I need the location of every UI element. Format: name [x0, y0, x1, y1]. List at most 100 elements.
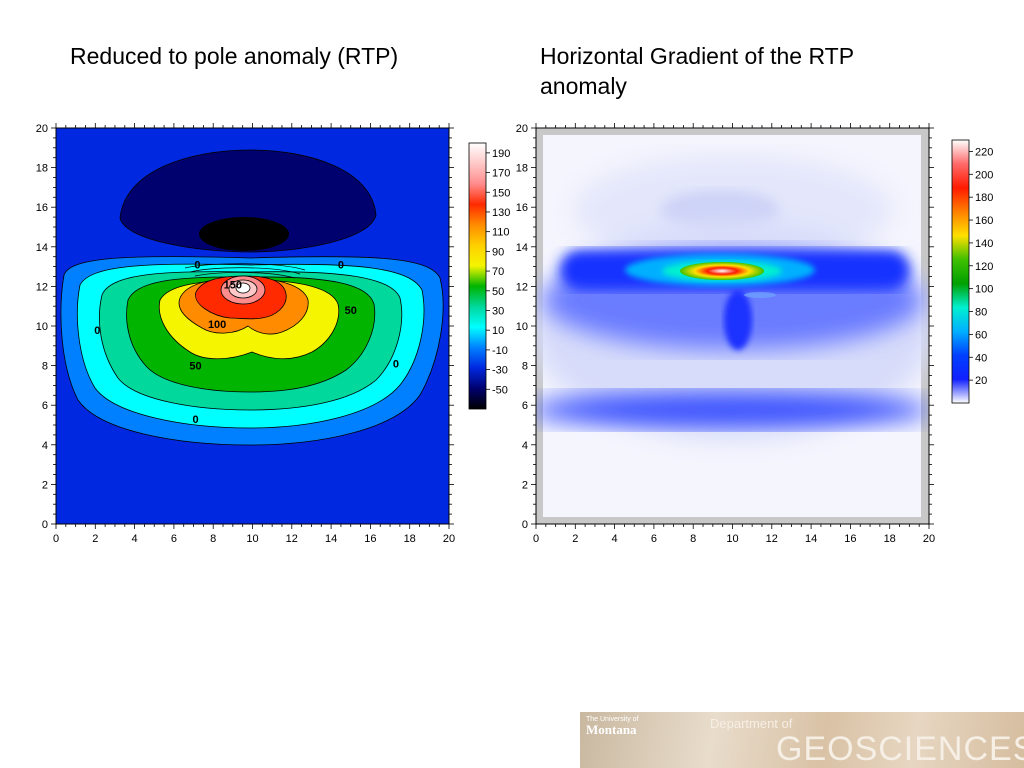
gradient-colorbar-label: 160 [975, 215, 993, 227]
gradient-x-tick-label: 6 [651, 533, 657, 545]
rtp-y-tick-label: 14 [36, 242, 48, 254]
rtp-x-tick-label: 8 [210, 533, 216, 545]
gradient-plot-area [536, 128, 929, 524]
geosciences-banner: The University of Montana Department of … [580, 712, 1024, 768]
rtp-contour-label: 0 [338, 260, 344, 272]
gradient-colorbar-label: 180 [975, 192, 993, 204]
gradient-colorbar-label: 140 [975, 238, 993, 250]
rtp-colorbar-label: 190 [492, 148, 510, 160]
rtp-y-tick-label: 2 [42, 479, 48, 491]
rtp-y-tick-label: 4 [42, 440, 48, 452]
rtp-y-tick-label: 0 [42, 519, 48, 531]
rtp-colorbar-label: 70 [492, 266, 504, 278]
rtp-colorbar-label: -30 [492, 365, 508, 377]
rtp-contour-label: 0 [393, 359, 399, 371]
rtp-contour-label: 0 [94, 325, 100, 337]
rtp-plot-area [56, 128, 449, 524]
gradient-colorbar-label: 20 [975, 375, 987, 387]
gradient-y-tick-label: 12 [516, 281, 528, 293]
rtp-colorbar-label: 150 [492, 187, 510, 199]
rtp-contour-labels: 0 0 0 0 0 50 50 100 150 [94, 260, 399, 426]
gradient-colorbar-label: 100 [975, 284, 993, 296]
rtp-x-tick-label: 2 [92, 533, 98, 545]
rtp-negative-lobe [119, 149, 377, 253]
gradient-peak [680, 262, 764, 280]
rtp-y-tick-label: 6 [42, 400, 48, 412]
rtp-x-tick-label: 20 [443, 533, 455, 545]
gradient-y-tick-label: 6 [522, 400, 528, 412]
gradient-x-tick-label: 0 [533, 533, 539, 545]
rtp-x-tick-label: 12 [286, 533, 298, 545]
rtp-axes: 0 2 4 6 8 10 12 14 16 18 20 0 2 4 6 8 10 12 14 16 18 20 [36, 123, 455, 545]
gradient-y-tick-label: 20 [516, 123, 528, 135]
rtp-colorbar-label: 170 [492, 168, 510, 180]
gradient-colorbar-label: 80 [975, 307, 987, 319]
rtp-x-tick-label: 14 [325, 533, 337, 545]
gradient-x-tick-label: 16 [844, 533, 856, 545]
rtp-colorbar-label: 90 [492, 246, 504, 258]
gradient-y-tick-label: 4 [522, 440, 528, 452]
gradient-y-tick-label: 0 [522, 519, 528, 531]
banner-university-small: The University of [586, 716, 639, 723]
rtp-colorbar-ticks: 190 170 150 130 110 90 70 50 30 10 -10 -30 -50 [486, 148, 510, 396]
gradient-y-tick-label: 8 [522, 361, 528, 373]
rtp-colorbar-label: 130 [492, 207, 510, 219]
rtp-x-tick-label: 6 [171, 533, 177, 545]
gradient-colorbar-label: 200 [975, 169, 993, 181]
rtp-colorbar-label: 50 [492, 286, 504, 298]
rtp-contour-label: 150 [224, 279, 242, 291]
right-chart-title: Horizontal Gradient of the RTP anomaly [540, 43, 854, 99]
rtp-colorbar-label: 10 [492, 325, 504, 337]
rtp-x-tick-label: 16 [364, 533, 376, 545]
gradient-axes: 0 2 4 6 8 10 12 14 16 18 20 0 2 4 6 8 10 12 14 16 18 20 [516, 123, 935, 545]
rtp-negative-core [199, 217, 289, 251]
gradient-colorbar-ticks: 220 200 180 160 140 120 100 80 60 40 20 [969, 146, 993, 387]
rtp-contour-label: 100 [208, 319, 226, 331]
gradient-colorbar-label: 40 [975, 352, 987, 364]
gradient-secondary [744, 292, 776, 298]
rtp-y-tick-label: 10 [36, 321, 48, 333]
gradient-x-tick-label: 14 [805, 533, 817, 545]
gradient-y-tick-label: 18 [516, 163, 528, 175]
banner-geosciences: GEOSCIENCES [776, 730, 1024, 768]
gradient-y-tick-label: 2 [522, 479, 528, 491]
gradient-x-tick-label: 8 [690, 533, 696, 545]
gradient-upper-lobe [660, 190, 780, 230]
gradient-x-tick-label: 4 [612, 533, 618, 545]
rtp-colorbar-label: 30 [492, 305, 504, 317]
gradient-x-tick-label: 18 [884, 533, 896, 545]
rtp-colorbar-label: -10 [492, 345, 508, 357]
gradient-y-tick-label: 14 [516, 242, 528, 254]
rtp-contour-190 [235, 282, 251, 294]
rtp-contour-label: 0 [194, 260, 200, 272]
gradient-y-tick-label: 10 [516, 321, 528, 333]
banner-department: Department of [710, 716, 793, 731]
gradient-x-tick-label: 10 [726, 533, 738, 545]
gradient-stem [724, 290, 752, 350]
rtp-x-tick-label: 0 [53, 533, 59, 545]
rtp-contour-label: 50 [189, 361, 201, 373]
rtp-y-tick-label: 18 [36, 163, 48, 175]
rtp-contour-label: 0 [192, 414, 198, 426]
rtp-y-tick-label: 16 [36, 202, 48, 214]
gradient-x-tick-label: 12 [766, 533, 778, 545]
rtp-y-tick-label: 12 [36, 281, 48, 293]
gradient-lower-band [536, 392, 929, 428]
rtp-x-tick-label: 10 [246, 533, 258, 545]
rtp-y-tick-label: 8 [42, 361, 48, 373]
rtp-colorbar [468, 142, 487, 410]
gradient-x-tick-label: 20 [923, 533, 935, 545]
rtp-x-tick-label: 18 [404, 533, 416, 545]
gradient-y-tick-label: 16 [516, 202, 528, 214]
gradient-colorbar-label: 120 [975, 261, 993, 273]
banner-university: Montana [586, 722, 637, 737]
gradient-x-tick-label: 2 [572, 533, 578, 545]
rtp-contour-label: 50 [345, 305, 357, 317]
left-chart-title: Reduced to pole anomaly (RTP) [70, 43, 399, 69]
gradient-colorbar-label: 220 [975, 146, 993, 158]
rtp-colorbar-label: -50 [492, 384, 508, 396]
gradient-colorbar-label: 60 [975, 329, 987, 341]
rtp-x-tick-label: 4 [132, 533, 138, 545]
rtp-dense-contours [184, 263, 306, 279]
